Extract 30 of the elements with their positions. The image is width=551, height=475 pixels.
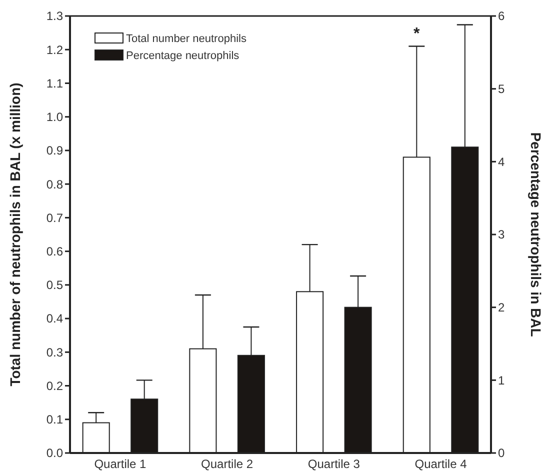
y-tick-label: 0.3 [46,345,64,360]
y2-tick-label: 2 [498,300,505,315]
y-tick-label: 0.4 [46,312,64,326]
y-axis-title: Total number of neutrophils in BAL (x million) [7,82,23,386]
x-tick-label: Quartile 3 [308,457,360,471]
y-tick-label: 1.2 [46,42,64,57]
x-tick-label: Quartile 4 [414,457,468,471]
x-tick-label: Quartile 2 [201,457,254,471]
y-tick-label: 0.7 [46,210,64,225]
y-tick-label: 0.6 [46,244,64,259]
annotation: * [414,25,421,42]
legend-label: Percentage neutrophils [126,50,240,62]
y-tick-label: 0.9 [46,144,64,158]
x-tick-label: Quartile 1 [94,457,147,471]
y-tick-label: 0.0 [46,446,64,460]
y2-tick-label: 5 [498,82,505,96]
y2-tick-label: 1 [498,373,505,388]
y-tick-label: 0.8 [46,177,64,192]
y-tick-label: 0.2 [46,378,64,393]
y2-tick-label: 6 [498,9,505,24]
y-tick-label: 1.3 [46,9,64,24]
y-tick-label: 1.1 [46,76,64,90]
y2-tick-label: 0 [498,446,505,460]
y-tick-label: 1.0 [46,110,64,124]
y2-tick-label: 4 [498,154,505,169]
y-tick-label: 0.1 [46,412,64,427]
y2-tick-label: 3 [498,228,505,242]
legend-label: Total number neutrophils [126,32,247,45]
y-tick-label: 0.5 [46,278,64,292]
y2-axis-title: Percentage neutrophils in BAL [528,132,544,338]
